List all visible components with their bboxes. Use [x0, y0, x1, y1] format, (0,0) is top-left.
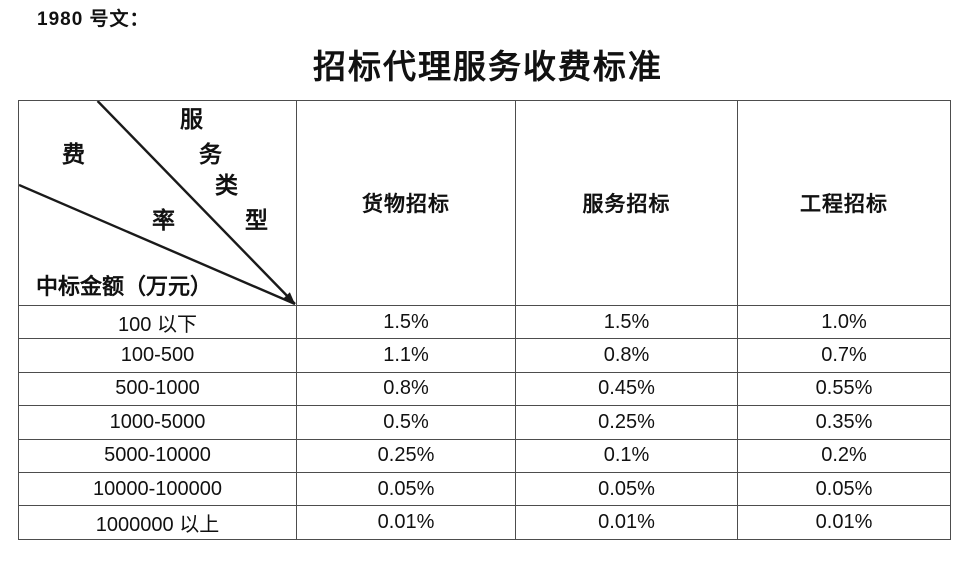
rate-cell: 0.35%	[737, 405, 951, 440]
corner-amount-label: 中标金额（万元）	[36, 274, 213, 299]
corner-rate-char: 费	[62, 142, 85, 167]
table-row: 500-1000 0.8% 0.45% 0.55%	[18, 371, 951, 407]
corner-service-type-char: 务	[199, 142, 222, 167]
doc-number: 1980 号文：	[37, 9, 150, 30]
table-row: 1000000 以上 0.01% 0.01% 0.01%	[18, 505, 951, 540]
amount-range-cell: 100-500	[18, 338, 297, 373]
table-row: 100-500 1.1% 0.8% 0.7%	[18, 338, 951, 373]
diagonal-split-lines	[19, 101, 296, 305]
rate-cell: 1.1%	[296, 338, 516, 373]
rate-cell: 0.05%	[296, 471, 516, 507]
corner-service-type-char: 服	[180, 107, 203, 132]
amount-range-cell: 5000-10000	[18, 438, 297, 473]
amount-range-cell: 100 以下	[18, 304, 297, 340]
rate-cell: 0.01%	[737, 505, 951, 540]
rate-cell: 0.2%	[737, 438, 951, 473]
corner-service-type-char: 型	[245, 208, 268, 233]
rate-cell: 0.25%	[515, 405, 738, 440]
corner-rate-char: 率	[152, 208, 175, 233]
corner-header-cell: 费 率 服 务 类 型 中标金额（万元）	[18, 100, 297, 306]
corner-service-type-char: 类	[215, 173, 238, 198]
rate-cell: 0.05%	[515, 471, 738, 507]
amount-range-cell: 1000000 以上	[18, 505, 297, 540]
column-header-engineering: 工程招标	[737, 100, 951, 306]
rate-cell: 1.5%	[296, 304, 516, 340]
column-header-goods: 货物招标	[296, 100, 516, 306]
column-header-services: 服务招标	[515, 100, 738, 306]
fee-table: 费 率 服 务 类 型 中标金额（万元） 货物招标 服务招标 工程招标 100 …	[18, 100, 951, 540]
diagonal-arrowhead	[283, 292, 295, 304]
rate-cell: 1.0%	[737, 304, 951, 340]
amount-range-cell: 1000-5000	[18, 405, 297, 440]
table-row: 10000-100000 0.05% 0.05% 0.05%	[18, 471, 951, 507]
rate-cell: 0.5%	[296, 405, 516, 440]
page-title: 招标代理服务收费标准	[313, 50, 663, 86]
table-header-row: 费 率 服 务 类 型 中标金额（万元） 货物招标 服务招标 工程招标	[18, 100, 951, 306]
rate-cell: 0.05%	[737, 471, 951, 507]
table-row: 100 以下 1.5% 1.5% 1.0%	[18, 304, 951, 340]
rate-cell: 1.5%	[515, 304, 738, 340]
rate-cell: 0.1%	[515, 438, 738, 473]
rate-cell: 0.55%	[737, 371, 951, 407]
amount-range-cell: 10000-100000	[18, 471, 297, 507]
rate-cell: 0.01%	[296, 505, 516, 540]
amount-range-cell: 500-1000	[18, 371, 297, 407]
rate-cell: 0.01%	[515, 505, 738, 540]
rate-cell: 0.8%	[515, 338, 738, 373]
rate-cell: 0.25%	[296, 438, 516, 473]
table-row: 1000-5000 0.5% 0.25% 0.35%	[18, 405, 951, 440]
rate-cell: 0.45%	[515, 371, 738, 407]
rate-cell: 0.8%	[296, 371, 516, 407]
table-row: 5000-10000 0.25% 0.1% 0.2%	[18, 438, 951, 473]
rate-cell: 0.7%	[737, 338, 951, 373]
